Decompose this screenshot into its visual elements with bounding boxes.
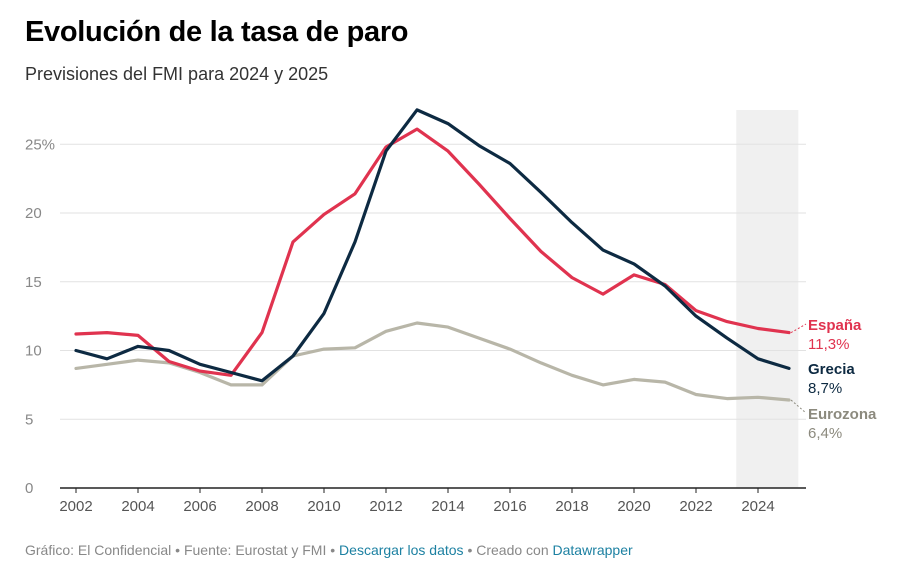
y-tick-label: 10 — [25, 343, 42, 360]
y-tick-label: 0 — [25, 480, 33, 497]
label-connector-espana — [790, 323, 807, 334]
chart-subtitle: Previsiones del FMI para 2024 y 2025 — [25, 64, 329, 84]
x-tick-label: 2006 — [183, 498, 216, 515]
line-chart: 0 5 10 15 20 25% 2002 2004 2006 2008 2010 2012 2014… — [25, 108, 877, 515]
forecast-shade — [736, 110, 799, 488]
y-tick-label: 15 — [25, 274, 42, 291]
footer-created-text: • Creado con — [467, 542, 549, 558]
series-label-eurozona: Eurozona — [808, 406, 877, 423]
series-value-espana: 11,3% — [808, 336, 849, 353]
x-tick-label: 2002 — [59, 498, 92, 515]
series-line-grecia — [74, 108, 791, 383]
x-tick-label: 2010 — [307, 498, 340, 515]
datawrapper-link[interactable]: Datawrapper — [552, 542, 633, 558]
x-tick-label: 2014 — [431, 498, 464, 515]
y-tick-label: 5 — [25, 411, 33, 428]
chart-title: Evolución de la tasa de paro — [25, 16, 409, 48]
x-tick-label: 2016 — [493, 498, 526, 515]
x-tick-label: 2022 — [679, 498, 712, 515]
x-tick-label: 2008 — [245, 498, 278, 515]
x-tick-label: 2024 — [741, 498, 774, 515]
series-value-grecia: 8,7% — [808, 380, 842, 397]
x-tick-label: 2004 — [121, 498, 154, 515]
chart-footer: Gráfico: El Confidencial • Fuente: Euros… — [25, 542, 633, 558]
y-tick-label: 20 — [25, 205, 42, 222]
series-label-espana: España — [808, 317, 862, 334]
x-tick-label: 2012 — [369, 498, 402, 515]
series-value-eurozona: 6,4% — [808, 425, 842, 442]
x-tick-label: 2018 — [555, 498, 588, 515]
series-line-espana — [74, 127, 791, 377]
series-label-grecia: Grecia — [808, 361, 855, 378]
download-data-link[interactable]: Descargar los datos — [339, 542, 464, 558]
footer-source-text: Gráfico: El Confidencial • Fuente: Euros… — [25, 542, 336, 558]
label-connector-eurozona — [790, 399, 807, 414]
series-line-eurozona — [74, 321, 791, 402]
y-tick-label: 25% — [25, 136, 55, 153]
x-tick-label: 2020 — [617, 498, 650, 515]
